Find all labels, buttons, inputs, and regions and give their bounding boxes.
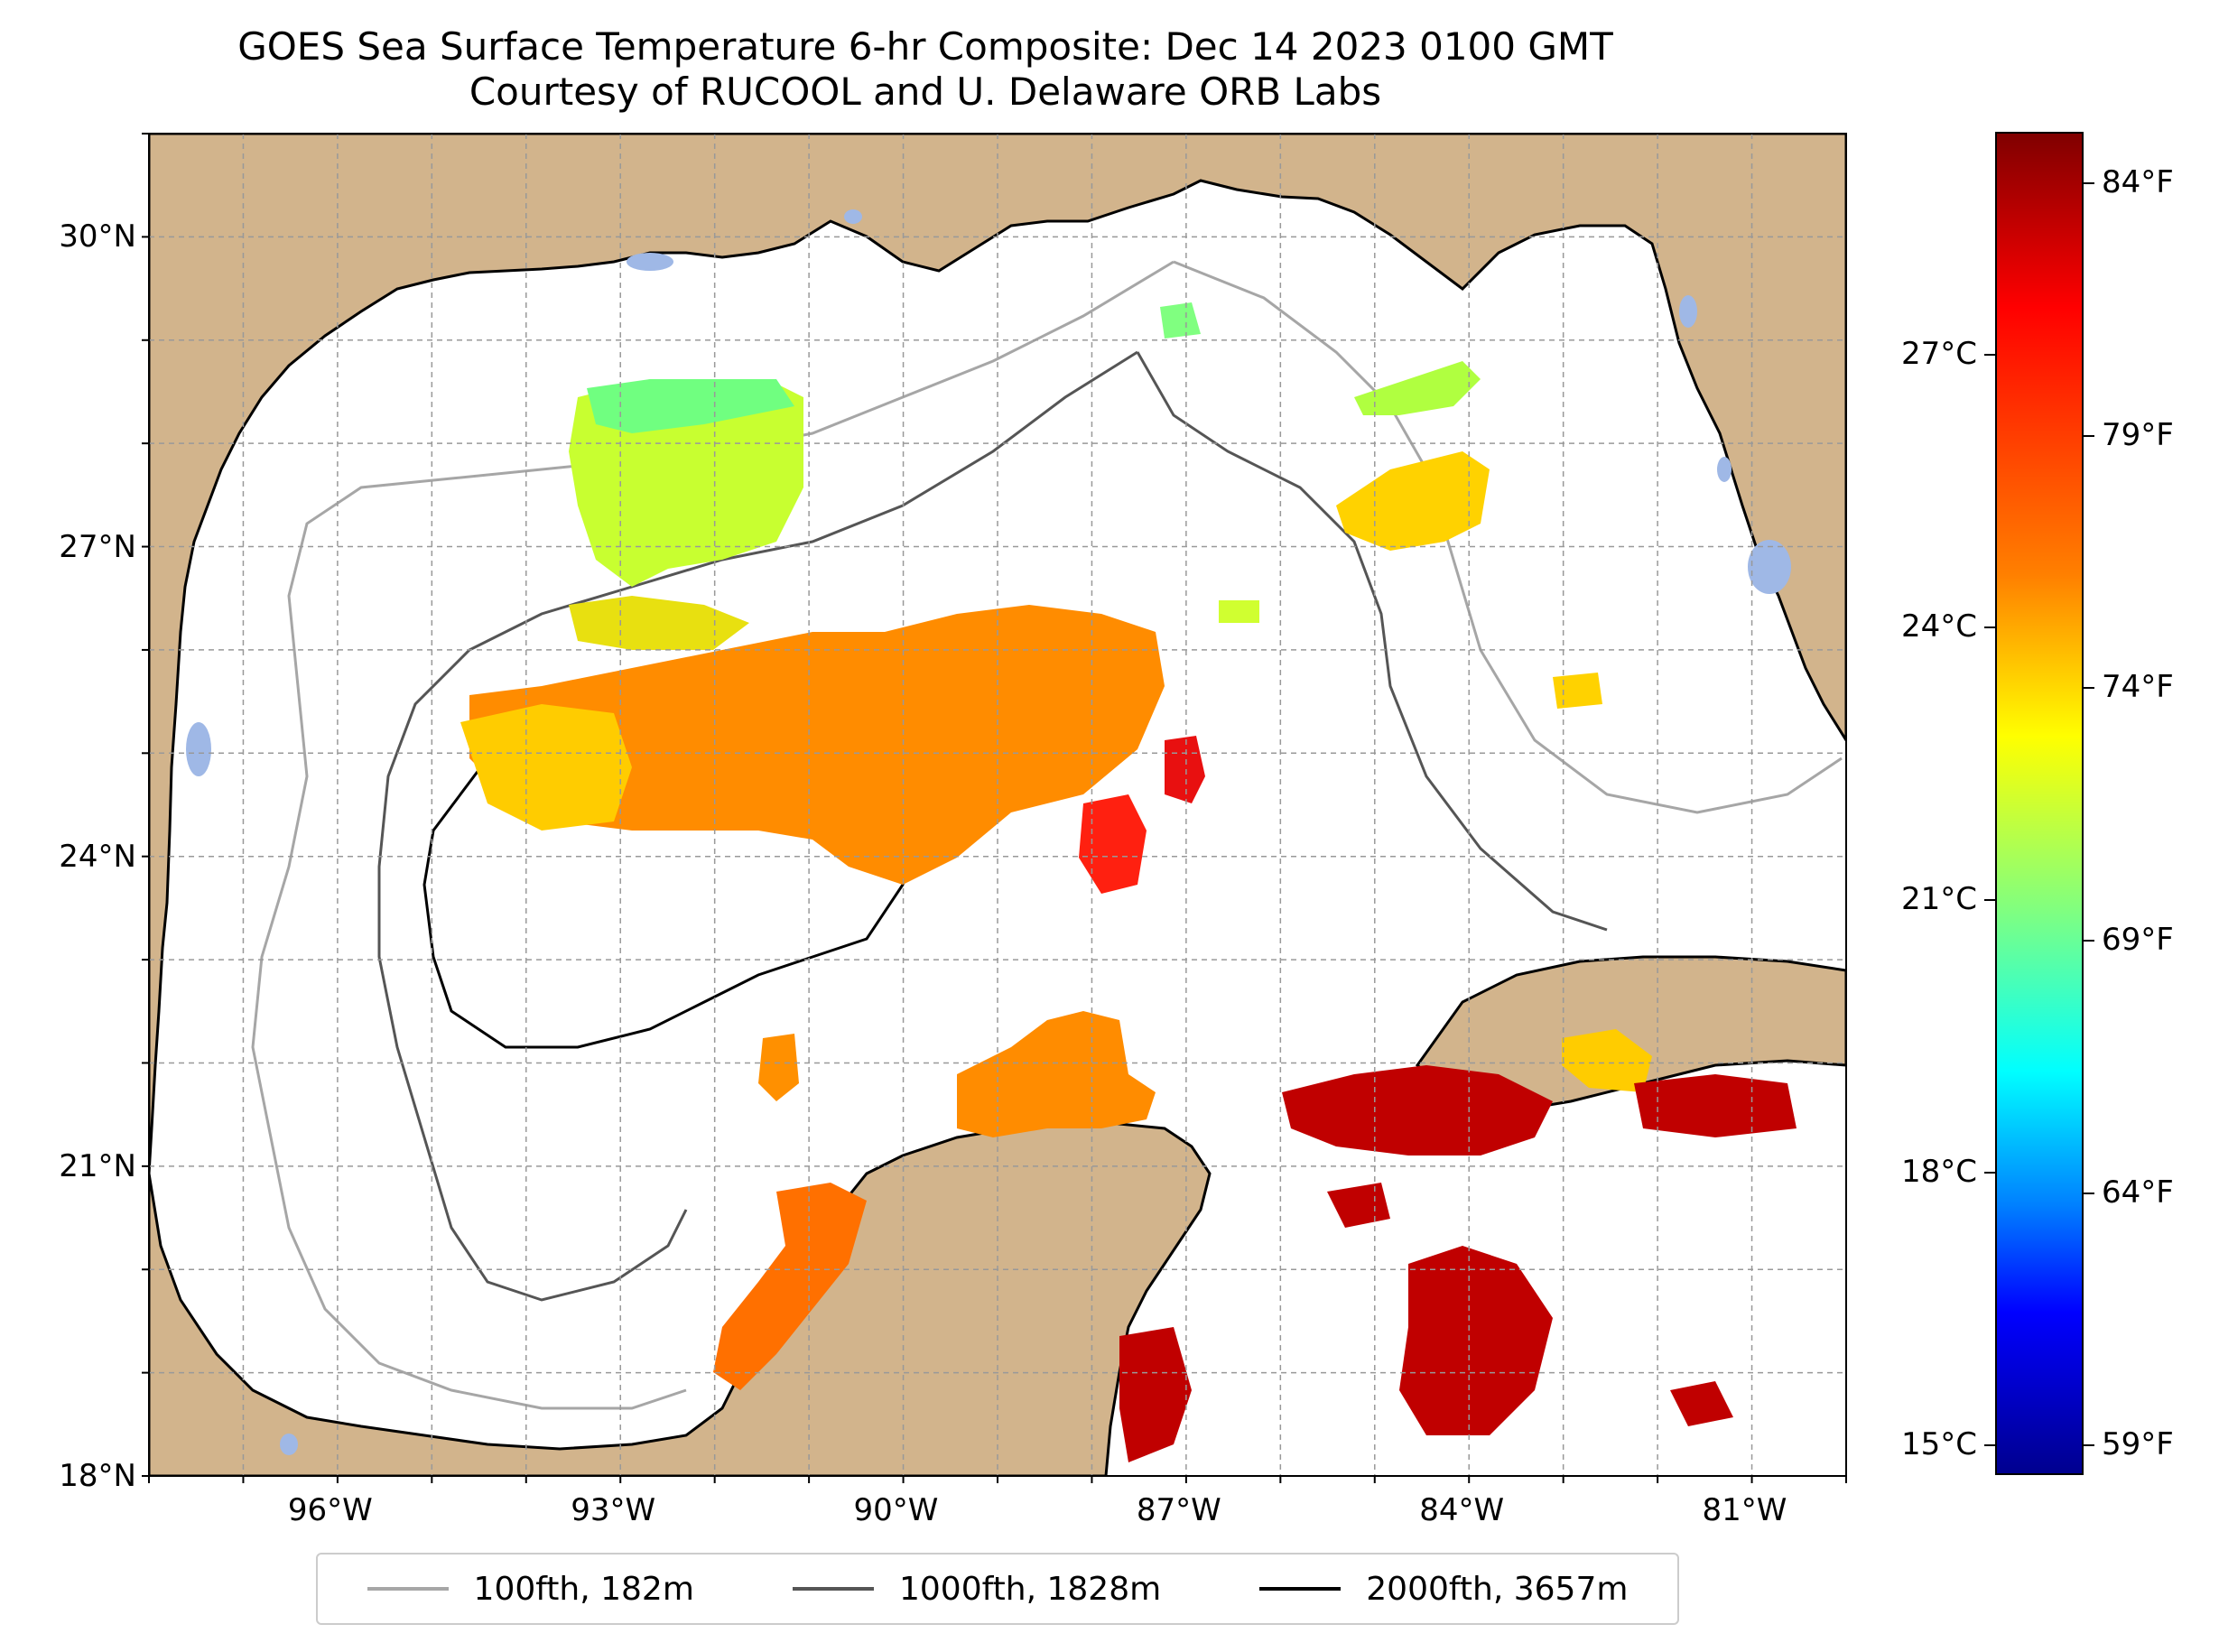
colorbar-label-f: 79°F (2102, 416, 2174, 453)
sst-patch-darkred (1670, 1381, 1733, 1426)
lake (1679, 295, 1697, 328)
colorbar-label-c: 27°C (1900, 336, 1977, 373)
legend-swatch (1259, 1587, 1342, 1591)
lake (844, 209, 862, 224)
sst-patch-orange (469, 605, 1165, 885)
colorbar-label-f: 59°F (2102, 1426, 2174, 1463)
land-mexico (149, 1122, 1212, 1476)
legend-swatch (793, 1587, 874, 1591)
sst-patch-yellow (569, 596, 749, 650)
lon-tick-label: 96°W (287, 1492, 373, 1528)
colorbar-tick-c (1984, 354, 1995, 357)
chart-subtitle: Courtesy of RUCOOL and U. Delaware ORB L… (469, 70, 1382, 114)
lon-tick-label: 81°W (1702, 1492, 1787, 1528)
colorbar-label-c: 18°C (1900, 1154, 1977, 1191)
sst-patch-red (1079, 794, 1147, 894)
legend-item-2000fth: 2000fth, 3657m (1259, 1571, 1628, 1608)
sst-patch-orange (758, 1034, 799, 1101)
colorbar-tick-f (2084, 1192, 2094, 1194)
sst-patch-darkred (1119, 1327, 1192, 1462)
legend-item-1000fth: 1000fth, 1828m (793, 1571, 1161, 1608)
colorbar-tick-c (1984, 1172, 1995, 1174)
colorbar-tick-c (1984, 899, 1995, 902)
legend-label: 2000fth, 3657m (1366, 1570, 1629, 1608)
lon-tick-label: 93°W (571, 1492, 656, 1528)
colorbar-tick-f (2084, 940, 2094, 942)
colorbar-label-c: 15°C (1900, 1426, 1977, 1463)
contour-100fth (251, 260, 1843, 1410)
colorbar-label-c: 24°C (1900, 608, 1977, 645)
sst-patch-orange (713, 1183, 867, 1390)
lat-tick-label: 18°N (59, 1458, 136, 1494)
colorbar-label-f: 74°F (2102, 669, 2174, 706)
sst-patch-yellow (1562, 1029, 1652, 1092)
sst-patch-yellow (460, 704, 632, 831)
lake (186, 722, 211, 776)
colorbar-tick-f (2084, 434, 2094, 437)
sst-patch-orange (957, 1011, 1156, 1137)
lat-tick-label: 24°N (59, 838, 136, 875)
colorbar-label-f: 64°F (2102, 1174, 2174, 1211)
contour-1000fth (377, 350, 1608, 1302)
colorbar-tick-f (2084, 1444, 2094, 1447)
axis-ticks (142, 133, 1847, 1483)
legend-label: 100fth, 182m (473, 1570, 694, 1608)
sst-patch-darkred (1634, 1074, 1797, 1137)
colorbar-label-c: 21°C (1900, 881, 1977, 918)
lat-tick-label: 30°N (59, 218, 136, 255)
sst-patch-darkred (1399, 1246, 1553, 1435)
sst-patch-yellow (1553, 673, 1602, 709)
lake-okeechobee (1748, 540, 1791, 594)
lake (627, 253, 673, 271)
land-us (149, 134, 1846, 1174)
sst-patch-green (1354, 361, 1481, 415)
legend-label: 1000fth, 1828m (899, 1570, 1162, 1608)
lon-tick-label: 84°W (1419, 1492, 1505, 1528)
colorbar-label-f: 69°F (2102, 922, 2174, 959)
colorbar (1995, 132, 2084, 1475)
legend-item-100fth: 100fth, 182m (367, 1571, 694, 1608)
legend-swatch (367, 1587, 449, 1591)
lon-tick-label: 87°W (1136, 1492, 1221, 1528)
lake (280, 1434, 298, 1455)
chart-title: GOES Sea Surface Temperature 6-hr Compos… (237, 24, 1613, 69)
lat-tick-label: 27°N (59, 528, 136, 565)
colorbar-tick-f (2084, 687, 2094, 690)
colorbar-tick-c (1984, 1444, 1995, 1447)
colorbar-tick-f (2084, 181, 2094, 184)
colorbar-label-f: 84°F (2102, 163, 2174, 200)
lon-tick-label: 90°W (853, 1492, 939, 1528)
sst-patch-green (1219, 600, 1259, 623)
colorbar-tick-c (1984, 626, 1995, 629)
lat-tick-label: 21°N (59, 1147, 136, 1184)
bathymetry-legend: 100fth, 182m 1000fth, 1828m 2000fth, 365… (316, 1553, 1679, 1625)
sst-patch-green (587, 379, 794, 433)
lake (1717, 457, 1732, 482)
sst-patch-darkred (1282, 1065, 1553, 1155)
sst-patch-green (1160, 302, 1201, 339)
